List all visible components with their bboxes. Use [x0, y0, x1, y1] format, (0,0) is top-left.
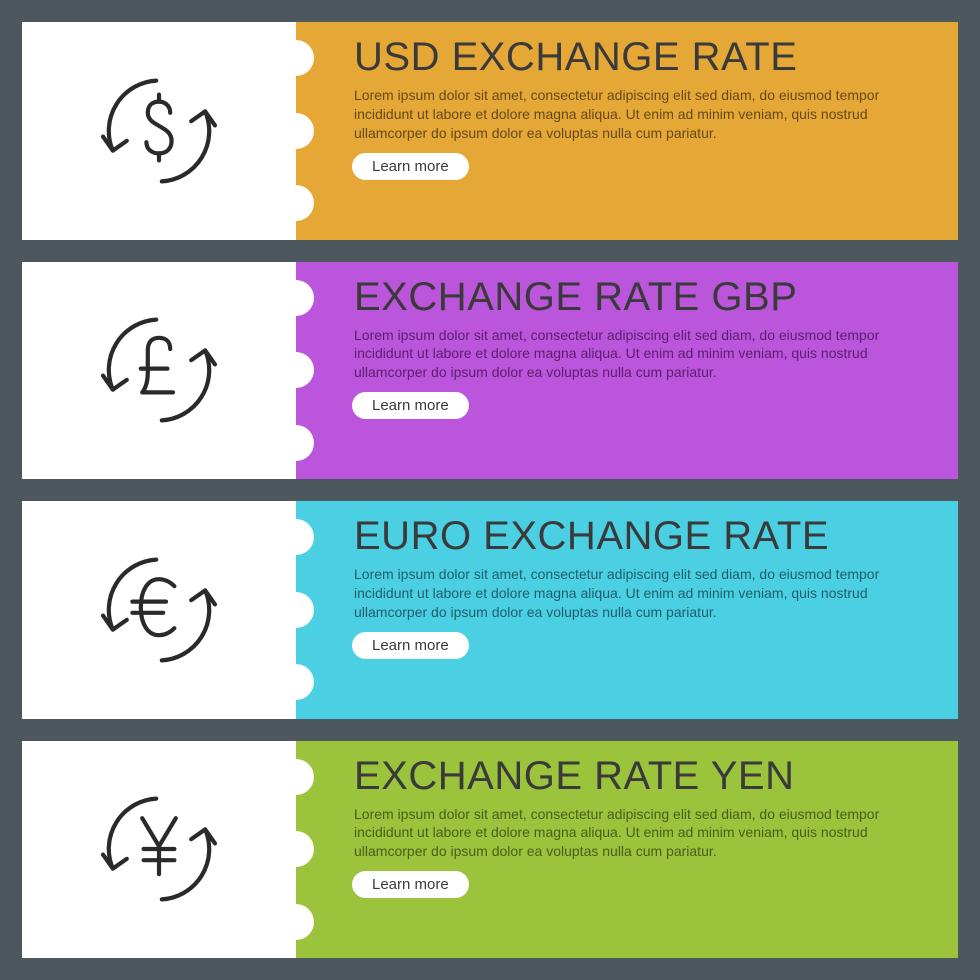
banner-title: EURO EXCHANGE RATE [354, 515, 928, 557]
banner-title: EXCHANGE RATE GBP [354, 276, 928, 318]
banner-description: Lorem ipsum dolor sit amet, consectetur … [354, 326, 914, 383]
content-zone: EXCHANGE RATE GBP Lorem ipsum dolor sit … [296, 262, 958, 480]
banner-description: Lorem ipsum dolor sit amet, consectetur … [354, 86, 914, 143]
banner-description: Lorem ipsum dolor sit amet, consectetur … [354, 565, 914, 622]
content-zone: EXCHANGE RATE YEN Lorem ipsum dolor sit … [296, 741, 958, 959]
euro-exchange-icon [89, 540, 229, 680]
content-zone: USD EXCHANGE RATE Lorem ipsum dolor sit … [296, 22, 958, 240]
banner-title: EXCHANGE RATE YEN [354, 755, 928, 797]
banner-usd: USD EXCHANGE RATE Lorem ipsum dolor sit … [22, 22, 958, 240]
scallop-edge [296, 741, 314, 959]
banner-eur: EURO EXCHANGE RATE Lorem ipsum dolor sit… [22, 501, 958, 719]
content-zone: EURO EXCHANGE RATE Lorem ipsum dolor sit… [296, 501, 958, 719]
scallop-edge [296, 501, 314, 719]
scallop-edge [296, 262, 314, 480]
learn-more-button[interactable]: Learn more [352, 871, 469, 898]
banner-gbp: EXCHANGE RATE GBP Lorem ipsum dolor sit … [22, 262, 958, 480]
icon-zone [22, 501, 296, 719]
icon-zone [22, 22, 296, 240]
learn-more-button[interactable]: Learn more [352, 632, 469, 659]
icon-zone [22, 262, 296, 480]
icon-zone [22, 741, 296, 959]
pound-exchange-icon [89, 300, 229, 440]
banner-yen: EXCHANGE RATE YEN Lorem ipsum dolor sit … [22, 741, 958, 959]
learn-more-button[interactable]: Learn more [352, 153, 469, 180]
dollar-exchange-icon [89, 61, 229, 201]
yen-exchange-icon [89, 779, 229, 919]
banner-description: Lorem ipsum dolor sit amet, consectetur … [354, 805, 914, 862]
learn-more-button[interactable]: Learn more [352, 392, 469, 419]
scallop-edge [296, 22, 314, 240]
banner-title: USD EXCHANGE RATE [354, 36, 928, 78]
